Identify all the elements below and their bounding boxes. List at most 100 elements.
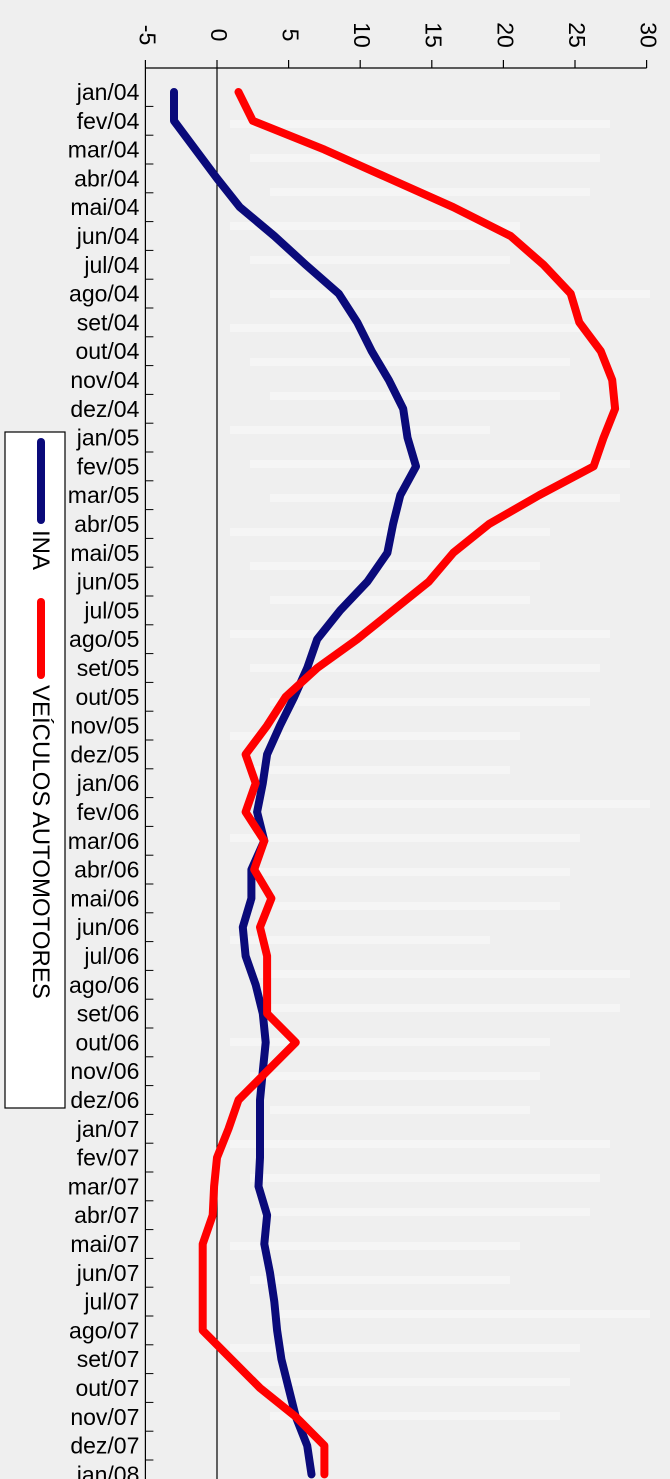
- category-tick-label: ago/05: [69, 626, 139, 652]
- category-tick-label: set/05: [77, 655, 140, 681]
- watermark-stripe: [250, 868, 570, 876]
- category-tick-label: jun/04: [76, 223, 140, 249]
- value-tick-label: 15: [421, 22, 447, 48]
- category-tick-label: jun/06: [76, 914, 140, 940]
- watermark-stripe: [230, 426, 490, 434]
- watermark-stripe: [270, 800, 650, 808]
- watermark-stripe: [270, 290, 650, 298]
- legend-label-0: INA: [27, 530, 54, 570]
- category-tick-label: jul/06: [83, 943, 139, 969]
- category-tick-label: jul/07: [83, 1289, 139, 1315]
- watermark-stripe: [230, 222, 520, 230]
- watermark-stripe: [230, 1038, 550, 1046]
- watermark-stripe: [230, 1242, 520, 1250]
- watermark-stripe: [230, 732, 520, 740]
- watermark-stripe: [270, 1412, 560, 1420]
- watermark-stripe: [250, 1378, 570, 1386]
- category-tick-label: jun/05: [76, 569, 140, 595]
- category-tick-label: dez/07: [70, 1433, 139, 1459]
- watermark-stripe: [250, 256, 510, 264]
- category-tick-label: fev/04: [77, 108, 140, 134]
- value-tick-label: 20: [492, 22, 518, 48]
- category-tick-label: abr/07: [74, 1202, 139, 1228]
- category-tick-label: nov/04: [70, 367, 139, 393]
- category-tick-label: jan/07: [76, 1116, 140, 1142]
- category-tick-label: mar/05: [68, 482, 140, 508]
- category-tick-label: jan/06: [76, 770, 140, 796]
- series-line-1: [198, 88, 620, 1479]
- watermark-stripe: [250, 766, 510, 774]
- category-tick-label: set/04: [77, 309, 140, 335]
- watermark-stripe: [270, 1208, 590, 1216]
- watermark-stripe: [270, 1310, 650, 1318]
- category-tick-label: jul/05: [83, 597, 139, 623]
- category-tick-label: mar/07: [68, 1173, 140, 1199]
- category-tick-label: mai/04: [70, 194, 139, 220]
- watermark-stripe: [230, 834, 580, 842]
- watermark-stripe: [270, 188, 590, 196]
- series: [170, 88, 620, 1479]
- watermark-stripe: [250, 664, 600, 672]
- category-tick-label: jul/04: [83, 252, 139, 278]
- category-tick-label: jan/08: [76, 1461, 140, 1479]
- category-tick-label: out/06: [75, 1029, 139, 1055]
- category-tick-label: ago/07: [69, 1317, 139, 1343]
- legend: INA VEÍCULOS AUTOMOTORES: [4, 431, 66, 1109]
- category-tick-label: nov/06: [70, 1058, 139, 1084]
- watermark-stripe: [270, 698, 590, 706]
- category-tick-label: fev/05: [77, 453, 140, 479]
- watermark-stripe: [250, 460, 630, 468]
- category-tick-label: abr/06: [74, 857, 139, 883]
- value-tick-label: 5: [278, 29, 304, 42]
- value-tick-label: 10: [349, 22, 375, 48]
- category-tick-label: abr/05: [74, 511, 139, 537]
- category-tick-label: jan/04: [76, 79, 140, 105]
- category-tick-label: fev/07: [77, 1145, 140, 1171]
- watermark-stripe: [250, 970, 630, 978]
- watermark-stripe: [270, 494, 620, 502]
- value-tick-label: 30: [636, 22, 662, 48]
- watermark-stripe: [250, 154, 600, 162]
- category-tick-label: abr/04: [74, 165, 139, 191]
- watermark-stripe: [250, 1174, 600, 1182]
- category-tick-label: dez/04: [70, 396, 139, 422]
- watermark-stripe: [250, 562, 540, 570]
- category-tick-label: mar/06: [68, 828, 140, 854]
- value-tick-label: 0: [206, 29, 232, 42]
- category-tick-label: nov/05: [70, 713, 139, 739]
- category-tick-label: jun/07: [76, 1260, 140, 1286]
- background-watermark: [230, 120, 650, 1420]
- value-tick-label: 25: [564, 22, 590, 48]
- category-tick-label: out/04: [75, 338, 139, 364]
- category-tick-label: ago/06: [69, 972, 139, 998]
- category-tick-label: set/07: [77, 1346, 140, 1372]
- watermark-stripe: [230, 120, 610, 128]
- series-line-0: [170, 88, 420, 1479]
- legend-box: [4, 431, 66, 1109]
- category-tick-label: out/05: [75, 684, 139, 710]
- category-tick-label: ago/04: [69, 281, 140, 307]
- watermark-stripe: [230, 324, 580, 332]
- category-tick-label: out/07: [75, 1375, 139, 1401]
- category-tick-label: jan/05: [76, 425, 140, 451]
- watermark-stripe: [230, 1344, 580, 1352]
- category-tick-label: dez/06: [70, 1087, 139, 1113]
- category-tick-label: mai/06: [70, 885, 139, 911]
- watermark-stripe: [270, 1004, 620, 1012]
- legend-label-1: VEÍCULOS AUTOMOTORES: [27, 685, 54, 999]
- category-tick-label: mai/05: [70, 540, 139, 566]
- category-tick-label: set/06: [77, 1001, 140, 1027]
- category-tick-label: nov/07: [70, 1404, 139, 1430]
- watermark-stripe: [230, 630, 610, 638]
- watermark-stripe: [250, 358, 570, 366]
- category-tick-label: mai/07: [70, 1231, 139, 1257]
- watermark-stripe: [270, 902, 560, 910]
- value-tick-label: -5: [134, 25, 160, 45]
- category-tick-label: dez/05: [70, 741, 139, 767]
- watermark-stripe: [250, 1072, 540, 1080]
- watermark-stripe: [250, 1276, 510, 1284]
- category-tick-label: mar/04: [68, 137, 140, 163]
- watermark-stripe: [270, 1106, 530, 1114]
